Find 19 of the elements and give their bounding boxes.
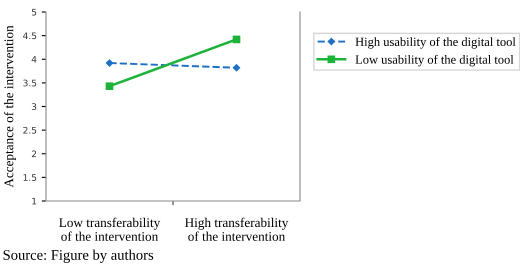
- y-tick-label: 2: [32, 150, 36, 158]
- point: [232, 36, 240, 44]
- legend-label: Low usability of the digital tool: [355, 54, 514, 66]
- point: [106, 82, 114, 90]
- x-tick-label: High transferability of the intervention: [185, 218, 288, 241]
- y-tick-label: 4.5: [23, 32, 36, 40]
- y-tick-label: 4: [32, 56, 36, 63]
- legend-label: High usability of the digital tool: [355, 37, 516, 49]
- y-tick-label: 3: [32, 103, 36, 110]
- x-tick-label: Low transferability of the intervention: [59, 218, 160, 241]
- point: [232, 64, 240, 72]
- y-tick-label: 1: [32, 198, 36, 204]
- y-axis-title: Acceptance of the intervention: [4, 26, 16, 188]
- source-note: Source: Figure by authors: [4, 250, 154, 263]
- y-tick-label: 3.5: [23, 80, 36, 86]
- point: [106, 59, 114, 67]
- y-tick-label: 2.5: [23, 126, 36, 134]
- y-tick-label: 1.5: [24, 174, 36, 181]
- y-tick-label: 5: [32, 8, 36, 16]
